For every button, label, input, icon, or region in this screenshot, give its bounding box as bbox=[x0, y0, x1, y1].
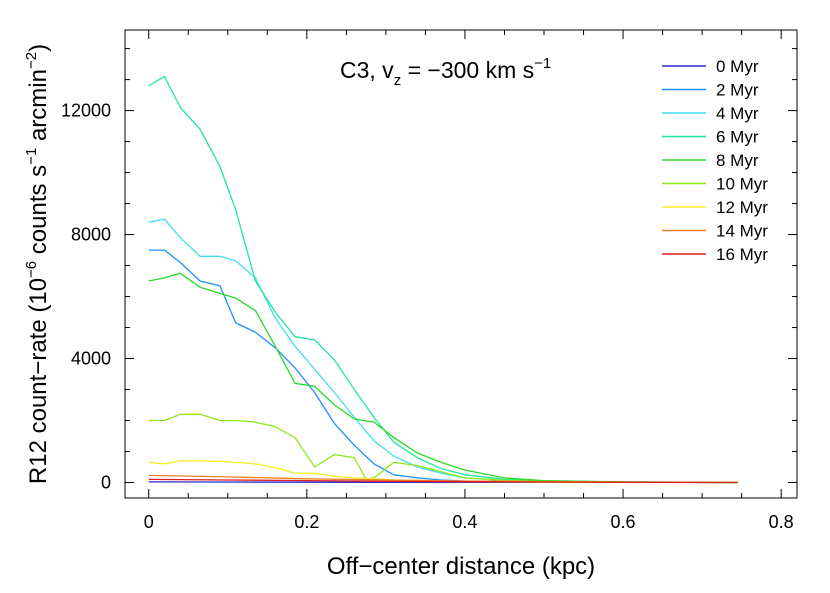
y-tick-label: 12000 bbox=[61, 101, 111, 121]
chart-annotation: C3, vz = −300 km s−1 bbox=[340, 55, 551, 89]
series-line bbox=[148, 478, 738, 484]
legend-label: 2 Myr bbox=[716, 81, 759, 100]
y-tick-label: 8000 bbox=[71, 225, 111, 245]
x-tick-label: 0.2 bbox=[294, 512, 319, 532]
x-axis-label: Off−center distance (kpc) bbox=[327, 553, 595, 580]
legend-label: 0 Myr bbox=[716, 57, 759, 76]
series-line bbox=[148, 272, 738, 484]
legend-label: 12 Myr bbox=[716, 198, 768, 217]
legend-label: 4 Myr bbox=[716, 104, 759, 123]
x-tick-label: 0 bbox=[144, 512, 154, 532]
x-tick-label: 0.6 bbox=[611, 512, 636, 532]
legend: 0 Myr 2 Myr 4 Myr 6 Myr 8 Myr 10 Myr 12 Myr 14 … bbox=[662, 57, 768, 264]
legend-label: 10 Myr bbox=[716, 175, 768, 194]
x-tick-label: 0.4 bbox=[452, 512, 477, 532]
legend-label: 6 Myr bbox=[716, 128, 759, 147]
y-tick-label: 0 bbox=[101, 473, 111, 493]
plot-frame bbox=[124, 29, 798, 499]
series-line bbox=[148, 75, 738, 484]
axis-ticks: 0 0.2 0.4 0.6 0.8 0 4000 8000 12000 bbox=[61, 30, 797, 532]
legend-label: 14 Myr bbox=[716, 222, 768, 241]
x-tick-label: 0.8 bbox=[769, 512, 794, 532]
series-line bbox=[148, 218, 738, 484]
series-line bbox=[148, 249, 738, 484]
legend-label: 16 Myr bbox=[716, 245, 768, 264]
series-line bbox=[148, 413, 738, 484]
y-tick-label: 4000 bbox=[71, 349, 111, 369]
legend-label: 8 Myr bbox=[716, 151, 759, 170]
y-axis-label: R12 count−rate (10−6 counts s−1 arcmin−2… bbox=[23, 44, 52, 484]
series-lines bbox=[148, 75, 738, 484]
